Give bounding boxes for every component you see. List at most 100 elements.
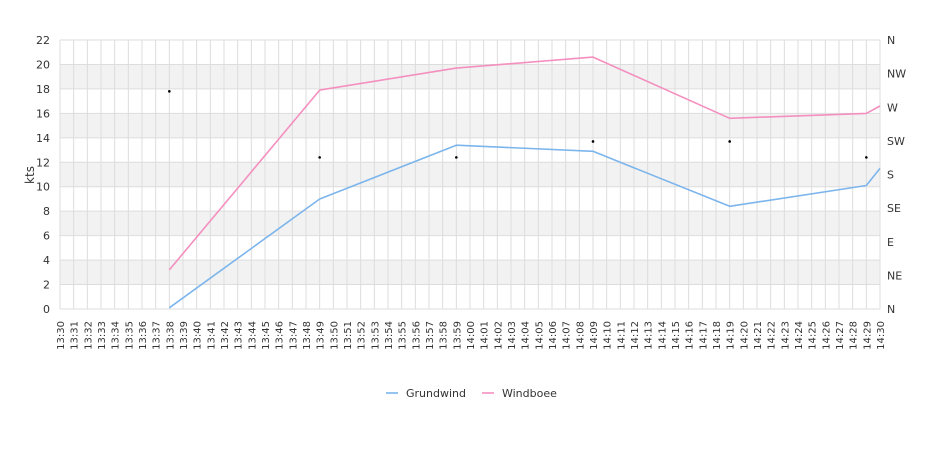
x-tick-label: 14:23	[780, 321, 791, 350]
x-tick-label: 13:59	[452, 321, 463, 350]
x-tick-label: 13:52	[357, 321, 368, 350]
x-tick-label: 13:43	[234, 321, 245, 350]
x-tick-label: 14:21	[753, 321, 764, 350]
x-tick-label: 13:56	[411, 321, 422, 350]
direction-tick-label: NE	[887, 269, 902, 282]
direction-point	[318, 156, 321, 159]
direction-tick-label: SE	[887, 202, 901, 215]
legend-label: Grundwind	[406, 387, 466, 400]
x-tick-label: 13:35	[124, 321, 135, 350]
x-tick-label: 14:00	[466, 321, 477, 350]
x-tick-label: 14:04	[521, 321, 532, 350]
x-tick-label: 13:34	[111, 321, 122, 350]
y-axis-title: kts	[23, 166, 37, 184]
x-tick-label: 14:08	[575, 321, 586, 350]
x-tick-label: 13:51	[343, 321, 354, 350]
y-tick-label: 16	[36, 107, 50, 120]
x-tick-label: 13:42	[220, 321, 231, 350]
y-tick-label: 4	[43, 254, 50, 267]
x-tick-label: 14:26	[821, 321, 832, 350]
x-tick-label: 13:47	[288, 321, 299, 350]
x-tick-label: 13:53	[370, 321, 381, 350]
x-tick-label: 14:22	[767, 321, 778, 350]
x-tick-label: 14:02	[493, 321, 504, 350]
x-tick-label: 13:30	[56, 321, 67, 350]
x-tick-label: 13:37	[152, 321, 163, 350]
y-axis-ticks: 0 2 4 6 8 10 12 14 16 18 20 22	[36, 34, 50, 316]
y-tick-label: 6	[43, 230, 50, 243]
x-tick-label: 13:32	[83, 321, 94, 350]
x-tick-label: 14:28	[849, 321, 860, 350]
x-tick-label: 14:17	[698, 321, 709, 350]
y-tick-label: 22	[36, 34, 50, 47]
x-tick-label: 13:49	[316, 321, 327, 350]
x-tick-label: 13:46	[275, 321, 286, 350]
x-tick-label: 14:13	[644, 321, 655, 350]
direction-point	[168, 90, 171, 93]
x-tick-label: 14:29	[862, 321, 873, 350]
direction-point	[728, 140, 731, 143]
x-tick-label: 13:58	[439, 321, 450, 350]
x-tick-label: 13:48	[302, 321, 313, 350]
x-tick-label: 14:30	[876, 321, 887, 350]
direction-axis-ticks: N NE E SE S SW W NW N	[887, 34, 906, 316]
direction-tick-label: S	[887, 169, 894, 182]
series-lines	[168, 56, 881, 309]
x-tick-label: 13:39	[179, 321, 190, 350]
x-tick-label: 14:10	[603, 321, 614, 350]
x-tick-label: 14:27	[835, 321, 846, 350]
x-tick-label: 13:45	[261, 321, 272, 350]
series-line-grundwind	[168, 144, 881, 309]
legend: Grundwind Windboee	[386, 387, 557, 400]
direction-tick-label: E	[887, 236, 894, 249]
x-tick-label: 14:07	[562, 321, 573, 350]
y-tick-label: 14	[36, 132, 50, 145]
x-tick-label: 13:38	[165, 321, 176, 350]
x-tick-label: 14:11	[616, 321, 627, 350]
y-tick-label: 2	[43, 279, 50, 292]
direction-point	[591, 140, 595, 143]
x-tick-label: 14:25	[808, 321, 819, 350]
y-tick-label: 10	[36, 181, 50, 194]
legend-label: Windboee	[502, 387, 557, 400]
x-axis-ticks: 13:30 13:31 13:32 13:33 13:34 13:35 13:36 13:37…	[56, 321, 887, 350]
y-tick-label: 8	[43, 205, 50, 218]
x-tick-label: 13:40	[193, 321, 204, 350]
series-line-windboee	[168, 56, 881, 271]
horizontal-gridlines	[60, 39, 880, 310]
x-tick-label: 13:54	[384, 321, 395, 350]
y-tick-label: 18	[36, 83, 50, 96]
y-tick-label: 20	[36, 58, 50, 71]
x-tick-label: 14:20	[739, 321, 750, 350]
y-tick-label: 0	[43, 303, 50, 316]
x-tick-label: 13:31	[70, 321, 81, 350]
x-tick-label: 13:50	[329, 321, 340, 350]
x-tick-label: 14:15	[671, 321, 682, 350]
direction-tick-label: W	[887, 101, 898, 114]
direction-tick-label: NW	[887, 68, 906, 81]
x-tick-label: 14:18	[712, 321, 723, 350]
x-tick-label: 14:06	[548, 321, 559, 350]
direction-points	[168, 90, 868, 159]
direction-tick-label: SW	[887, 135, 905, 148]
x-tick-label: 14:01	[480, 321, 491, 350]
direction-point	[865, 156, 868, 159]
x-tick-label: 13:36	[138, 321, 149, 350]
x-tick-label: 14:05	[534, 321, 545, 350]
direction-point	[455, 156, 458, 159]
x-tick-label: 14:16	[685, 321, 696, 350]
x-tick-label: 13:41	[206, 321, 217, 350]
x-tick-label: 14:19	[726, 321, 737, 350]
x-tick-label: 14:24	[794, 321, 805, 350]
x-tick-label: 13:55	[398, 321, 409, 350]
x-tick-label: 13:57	[425, 321, 436, 350]
vertical-gridlines	[59, 40, 881, 309]
x-tick-label: 13:33	[97, 321, 108, 350]
direction-tick-label: N	[887, 34, 895, 47]
x-tick-label: 14:12	[630, 321, 641, 350]
x-tick-label: 14:03	[507, 321, 518, 350]
direction-tick-label: N	[887, 303, 895, 316]
y-tick-label: 12	[36, 156, 50, 169]
